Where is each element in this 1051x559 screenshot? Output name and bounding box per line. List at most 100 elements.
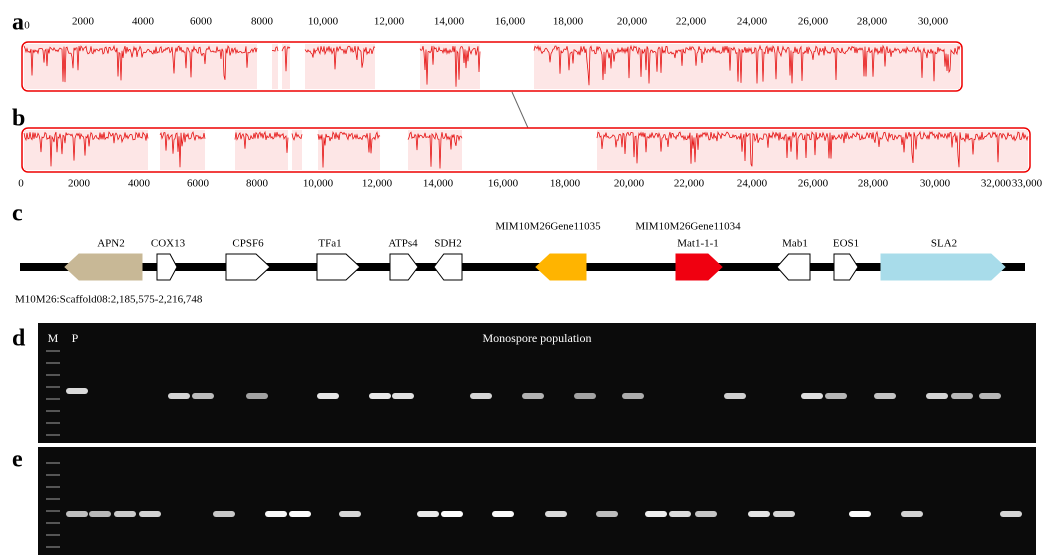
gel-band <box>417 511 439 517</box>
gel-band <box>926 393 948 399</box>
gel-band <box>339 511 361 517</box>
lane-label: M <box>48 331 59 345</box>
gene <box>676 254 722 280</box>
panel-label: a <box>12 10 24 36</box>
tick-label: 28,000 <box>858 178 889 190</box>
gene <box>65 254 142 280</box>
ladder-band <box>46 350 60 352</box>
gel-band <box>545 511 567 517</box>
tick-label: 18,000 <box>553 16 584 28</box>
gel-band <box>1000 511 1022 517</box>
gel-band <box>724 393 746 399</box>
ladder-band <box>46 510 60 512</box>
annotation: MIM10M26Gene11035 <box>495 221 601 233</box>
tick-label: 6000 <box>190 16 213 28</box>
page: {"panel_labels": ["a", "b", "c", "d", "e… <box>0 0 1051 559</box>
tick-label: 20,000 <box>614 178 645 190</box>
tick-label: 10,000 <box>303 178 334 190</box>
gel-band <box>825 393 847 399</box>
gene <box>536 254 586 280</box>
gel-band <box>901 511 923 517</box>
gel-band <box>951 393 973 399</box>
tick-label: 2000 <box>72 16 95 28</box>
gene <box>434 254 462 280</box>
gene-label: CPSF6 <box>232 238 264 250</box>
coverage-fill <box>597 130 1028 170</box>
tick-label: 12,000 <box>374 16 405 28</box>
gel-band <box>669 511 691 517</box>
gene-label: Mab1 <box>782 238 808 250</box>
gel-band <box>849 511 871 517</box>
gene <box>226 254 270 280</box>
tick-label: 0 <box>18 178 24 190</box>
gene-label: APN2 <box>97 238 125 250</box>
gel-band <box>114 511 136 517</box>
figure: abcde0200040006000800010,00012,00014,000… <box>0 0 1051 559</box>
ladder-band <box>46 534 60 536</box>
panel-label: d <box>12 326 26 352</box>
gel-band <box>492 511 514 517</box>
annotation: MIM10M26Gene11034 <box>635 221 741 233</box>
tick-label: 2000 <box>68 178 91 190</box>
gel-band <box>645 511 667 517</box>
gel-band <box>192 393 214 399</box>
gel-band <box>441 511 463 517</box>
gene <box>881 254 1005 280</box>
gene <box>317 254 360 280</box>
locus: M10M26:Scaffold08:2,185,575-2,216,748 <box>15 294 203 306</box>
gene-label: COX13 <box>151 238 186 250</box>
gel-e <box>38 447 1036 555</box>
tick-label: 6000 <box>187 178 210 190</box>
tick-label: 30,000 <box>920 178 951 190</box>
ladder-band <box>46 546 60 548</box>
tick-label: 8000 <box>251 16 274 28</box>
ladder-band <box>46 486 60 488</box>
connector <box>512 92 528 128</box>
tick-label: 26,000 <box>798 16 829 28</box>
lane-label: P <box>72 331 79 345</box>
ladder-band <box>46 362 60 364</box>
tick-label: 4000 <box>128 178 151 190</box>
gene-label: TFa1 <box>318 238 341 250</box>
gel-band <box>596 511 618 517</box>
gel-band <box>369 393 391 399</box>
gel-band <box>979 393 1001 399</box>
gel-band <box>574 393 596 399</box>
ladder-band <box>46 434 60 436</box>
gene <box>834 254 858 280</box>
gene-label: SLA2 <box>931 238 957 250</box>
tick-label: 24,000 <box>737 16 768 28</box>
gene-label: ATPs4 <box>388 238 418 250</box>
tick-label: 22,000 <box>676 16 707 28</box>
panel-label: c <box>12 201 23 227</box>
gel-band <box>622 393 644 399</box>
gel-band <box>66 511 88 517</box>
gel-band <box>773 511 795 517</box>
gel-band <box>874 393 896 399</box>
gel-band <box>89 511 111 517</box>
tick-label: 4000 <box>132 16 155 28</box>
ladder-band <box>46 410 60 412</box>
gene-label: SDH2 <box>434 238 462 250</box>
gel-band <box>246 393 268 399</box>
gel-band <box>213 511 235 517</box>
tick-label: 32,000 <box>981 178 1012 190</box>
tick-label: 16,000 <box>488 178 519 190</box>
gene <box>157 254 177 280</box>
tick-label: 16,000 <box>495 16 526 28</box>
gel-band <box>801 393 823 399</box>
tick-label: 28,000 <box>857 16 888 28</box>
gel-title: Monospore population <box>483 331 592 345</box>
ladder-band <box>46 398 60 400</box>
tick-label: 22,000 <box>674 178 705 190</box>
gel-band <box>522 393 544 399</box>
gene-label: Mat1-1-1 <box>677 238 719 250</box>
ladder-band <box>46 422 60 424</box>
gel-band <box>748 511 770 517</box>
ladder-band <box>46 374 60 376</box>
tick-label: 24,000 <box>737 178 768 190</box>
tick-label: 18,000 <box>550 178 581 190</box>
tick-label: 12,000 <box>362 178 393 190</box>
ladder-band <box>46 498 60 500</box>
tick-label: 14,000 <box>423 178 454 190</box>
